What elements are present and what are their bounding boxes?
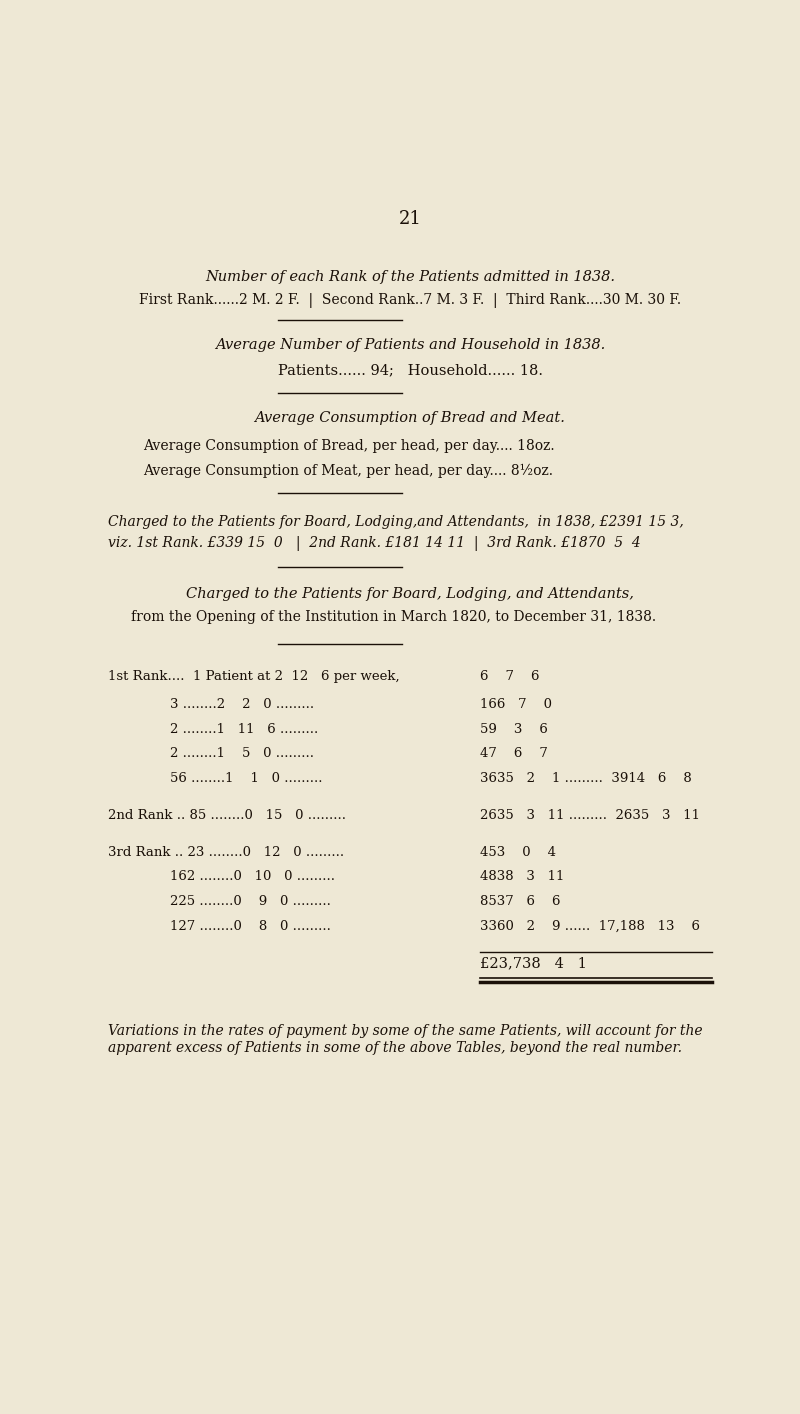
- Text: 2 ........1    5   0 .........: 2 ........1 5 0 .........: [170, 747, 314, 761]
- Text: First Rank......2 M. 2 F.  |  Second Rank..7 M. 3 F.  |  Third Rank....30 M. 30 : First Rank......2 M. 2 F. | Second Rank.…: [139, 293, 681, 308]
- Text: 21: 21: [398, 209, 422, 228]
- Text: 2635   3   11 .........  2635   3   11: 2635 3 11 ......... 2635 3 11: [480, 809, 700, 822]
- Text: 59    3    6: 59 3 6: [480, 723, 548, 735]
- Text: Patients...... 94;   Household...... 18.: Patients...... 94; Household...... 18.: [278, 363, 542, 378]
- Text: Charged to the Patients for Board, Lodging, and Attendants,: Charged to the Patients for Board, Lodgi…: [186, 587, 634, 601]
- Text: 3 ........2    2   0 .........: 3 ........2 2 0 .........: [170, 699, 314, 711]
- Text: 3360   2    9 ......  17,188   13    6: 3360 2 9 ...... 17,188 13 6: [480, 919, 700, 933]
- Text: £23,738   4   1: £23,738 4 1: [480, 957, 586, 970]
- Text: 2nd Rank .. 85 ........0   15   0 .........: 2nd Rank .. 85 ........0 15 0 .........: [108, 809, 346, 822]
- Text: Average Consumption of Bread and Meat.: Average Consumption of Bread and Meat.: [254, 411, 566, 426]
- Text: 56 ........1    1   0 .........: 56 ........1 1 0 .........: [170, 772, 322, 785]
- Text: 47    6    7: 47 6 7: [480, 747, 548, 761]
- Text: Average Consumption of Bread, per head, per day.... 18oz.: Average Consumption of Bread, per head, …: [142, 440, 554, 452]
- Text: Number of each Rank of the Patients admitted in 1838.: Number of each Rank of the Patients admi…: [205, 270, 615, 284]
- Text: 127 ........0    8   0 .........: 127 ........0 8 0 .........: [170, 919, 330, 933]
- Text: from the Opening of the Institution in March 1820, to December 31, 1838.: from the Opening of the Institution in M…: [131, 609, 656, 624]
- Text: 8537   6    6: 8537 6 6: [480, 895, 560, 908]
- Text: Average Consumption of Meat, per head, per day.... 8½oz.: Average Consumption of Meat, per head, p…: [142, 464, 553, 478]
- Text: 225 ........0    9   0 .........: 225 ........0 9 0 .........: [170, 895, 330, 908]
- Text: 3635   2    1 .........  3914   6    8: 3635 2 1 ......... 3914 6 8: [480, 772, 691, 785]
- Text: 1st Rank....  1 Patient at 2  12   6 per week,: 1st Rank.... 1 Patient at 2 12 6 per wee…: [108, 670, 399, 683]
- Text: 6    7    6: 6 7 6: [480, 670, 539, 683]
- Text: Charged to the Patients for Board, Lodging,and Attendants,  in 1838, £2391 15 3,: Charged to the Patients for Board, Lodgi…: [108, 515, 683, 529]
- Text: 4838   3   11: 4838 3 11: [480, 871, 564, 884]
- Text: Variations in the rates of payment by some of the same Patients, will account fo: Variations in the rates of payment by so…: [108, 1024, 702, 1055]
- Text: 453    0    4: 453 0 4: [480, 846, 556, 858]
- Text: 3rd Rank .. 23 ........0   12   0 .........: 3rd Rank .. 23 ........0 12 0 .........: [108, 846, 344, 858]
- Text: 162 ........0   10   0 .........: 162 ........0 10 0 .........: [170, 871, 334, 884]
- Text: 2 ........1   11   6 .........: 2 ........1 11 6 .........: [170, 723, 318, 735]
- Text: 166   7    0: 166 7 0: [480, 699, 552, 711]
- Text: Average Number of Patients and Household in 1838.: Average Number of Patients and Household…: [215, 338, 605, 352]
- Text: viz. 1st Rank. £339 15  0   |  2nd Rank. £181 14 11  |  3rd Rank. £1870  5  4: viz. 1st Rank. £339 15 0 | 2nd Rank. £18…: [108, 536, 641, 551]
